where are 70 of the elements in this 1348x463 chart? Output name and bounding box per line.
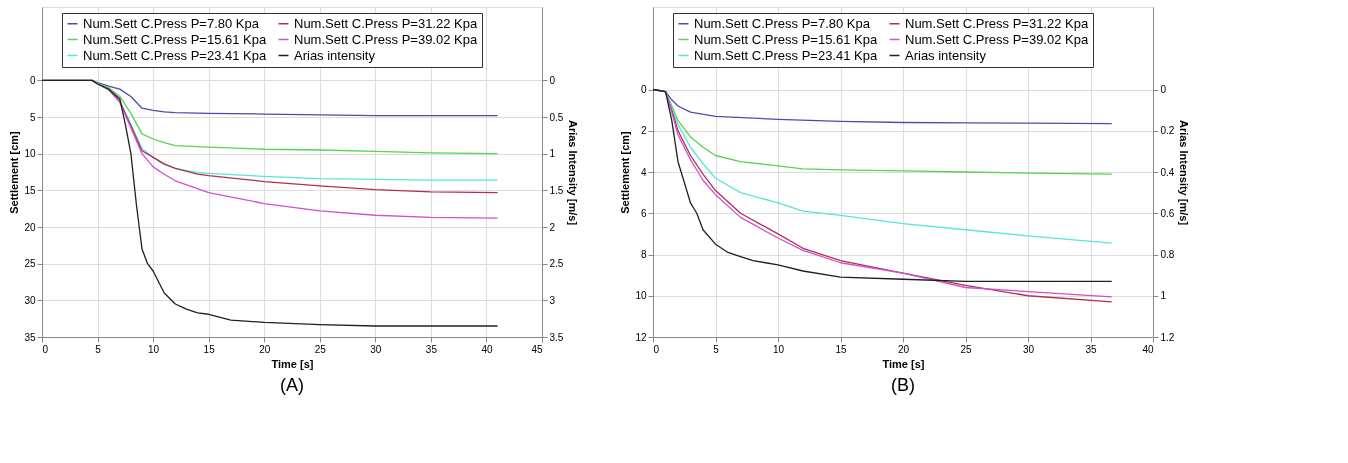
x-tick-label: 15 bbox=[203, 343, 216, 355]
x-tick-label: 5 bbox=[95, 343, 102, 355]
y-axis-title: Settlement [cm] bbox=[8, 130, 21, 214]
y-axis-title: Settlement [cm] bbox=[619, 130, 632, 214]
y2-tick-label: 3 bbox=[549, 294, 556, 306]
legend-label: Num.Sett C.Press P=15.61 Kpa bbox=[83, 31, 267, 47]
y2-tick-label: 0.8 bbox=[1160, 249, 1175, 260]
legend-label: Num.Sett C.Press P=31.22 Kpa bbox=[905, 15, 1089, 31]
legend-label: Arias intensity bbox=[294, 47, 376, 63]
x-tick-label: 30 bbox=[370, 343, 382, 355]
x-tick-label: 30 bbox=[1022, 343, 1035, 355]
y-tick-label: 8 bbox=[640, 249, 647, 260]
x-tick-label: 40 bbox=[481, 343, 493, 355]
y-tick-label: 25 bbox=[24, 258, 36, 270]
x-tick-label: 45 bbox=[531, 343, 543, 355]
x-tick-label: 20 bbox=[259, 343, 271, 355]
y2-tick-label: 1 bbox=[1160, 290, 1167, 302]
x-tick-label: 25 bbox=[314, 343, 327, 355]
line-series bbox=[42, 79, 499, 327]
y-tick-label: 6 bbox=[640, 207, 647, 219]
y-tick-label: 30 bbox=[24, 294, 36, 306]
x-axis-title: Time [s] bbox=[882, 357, 925, 370]
y2-tick-label: 2 bbox=[549, 221, 556, 233]
x-tick-label: 5 bbox=[713, 343, 720, 355]
y2-tick-label: 0 bbox=[549, 74, 556, 86]
y2-tick-label: 1.2 bbox=[1160, 331, 1175, 343]
y-tick-label: 10 bbox=[24, 148, 36, 160]
x-tick-label: 15 bbox=[835, 343, 847, 355]
x-tick-label: 0 bbox=[42, 343, 49, 355]
y-tick-label: 4 bbox=[640, 166, 647, 178]
legend-label: Num.Sett C.Press P=31.22 Kpa bbox=[294, 15, 478, 31]
y2-tick-label: 0.6 bbox=[1160, 207, 1175, 219]
y2-tick-label: 0 bbox=[1160, 84, 1167, 95]
legend-label: Arias intensity bbox=[905, 47, 987, 63]
x-tick-label: 10 bbox=[772, 343, 785, 355]
y2-tick-label: 0.4 bbox=[1160, 166, 1175, 178]
legend-label: Num.Sett C.Press P=7.80 Kpa bbox=[83, 15, 260, 31]
y-tick-label: 2 bbox=[640, 125, 647, 137]
legend-label: Num.Sett C.Press P=15.61 Kpa bbox=[694, 31, 878, 47]
legend-label: Num.Sett C.Press P=39.02 Kpa bbox=[905, 31, 1089, 47]
x-tick-label: 40 bbox=[1142, 343, 1154, 355]
text: (B) bbox=[891, 375, 915, 395]
y-tick-label: 15 bbox=[24, 184, 36, 196]
y2-tick-label: 0.5 bbox=[549, 111, 564, 123]
x-tick-label: 20 bbox=[897, 343, 910, 355]
x-tick-label: 10 bbox=[148, 343, 160, 355]
y-tick-label: 0 bbox=[29, 74, 36, 86]
text: (A) bbox=[280, 375, 304, 395]
y-tick-label: 12 bbox=[635, 331, 647, 343]
x-tick-label: 35 bbox=[425, 343, 438, 355]
y-tick-label: 20 bbox=[24, 221, 36, 233]
x-axis-title: Time [s] bbox=[271, 357, 314, 370]
y-tick-label: 35 bbox=[24, 331, 36, 343]
legend-label: Num.Sett C.Press P=23.41 Kpa bbox=[83, 47, 267, 63]
legend-label: Num.Sett C.Press P=23.41 Kpa bbox=[694, 47, 878, 63]
y2-tick-label: 0.2 bbox=[1160, 125, 1175, 137]
y2-tick-label: 2.5 bbox=[549, 258, 564, 270]
x-tick-label: 35 bbox=[1085, 343, 1097, 355]
x-tick-label: 25 bbox=[960, 343, 972, 355]
y2-axis-title: Arias Intensity [m/s] bbox=[567, 119, 580, 226]
y-tick-label: 0 bbox=[640, 84, 647, 95]
y2-axis-title: Arias Intensity [m/s] bbox=[1178, 119, 1191, 226]
y-tick-label: 10 bbox=[635, 290, 647, 302]
y-tick-label: 5 bbox=[29, 111, 36, 123]
legend-label: Num.Sett C.Press P=7.80 Kpa bbox=[694, 15, 871, 31]
legend-label: Num.Sett C.Press P=39.02 Kpa bbox=[294, 31, 478, 47]
y2-tick-label: 3.5 bbox=[549, 331, 564, 343]
y2-tick-label: 1.5 bbox=[549, 184, 564, 196]
y2-tick-label: 1 bbox=[549, 148, 556, 160]
x-tick-label: 0 bbox=[653, 343, 660, 355]
